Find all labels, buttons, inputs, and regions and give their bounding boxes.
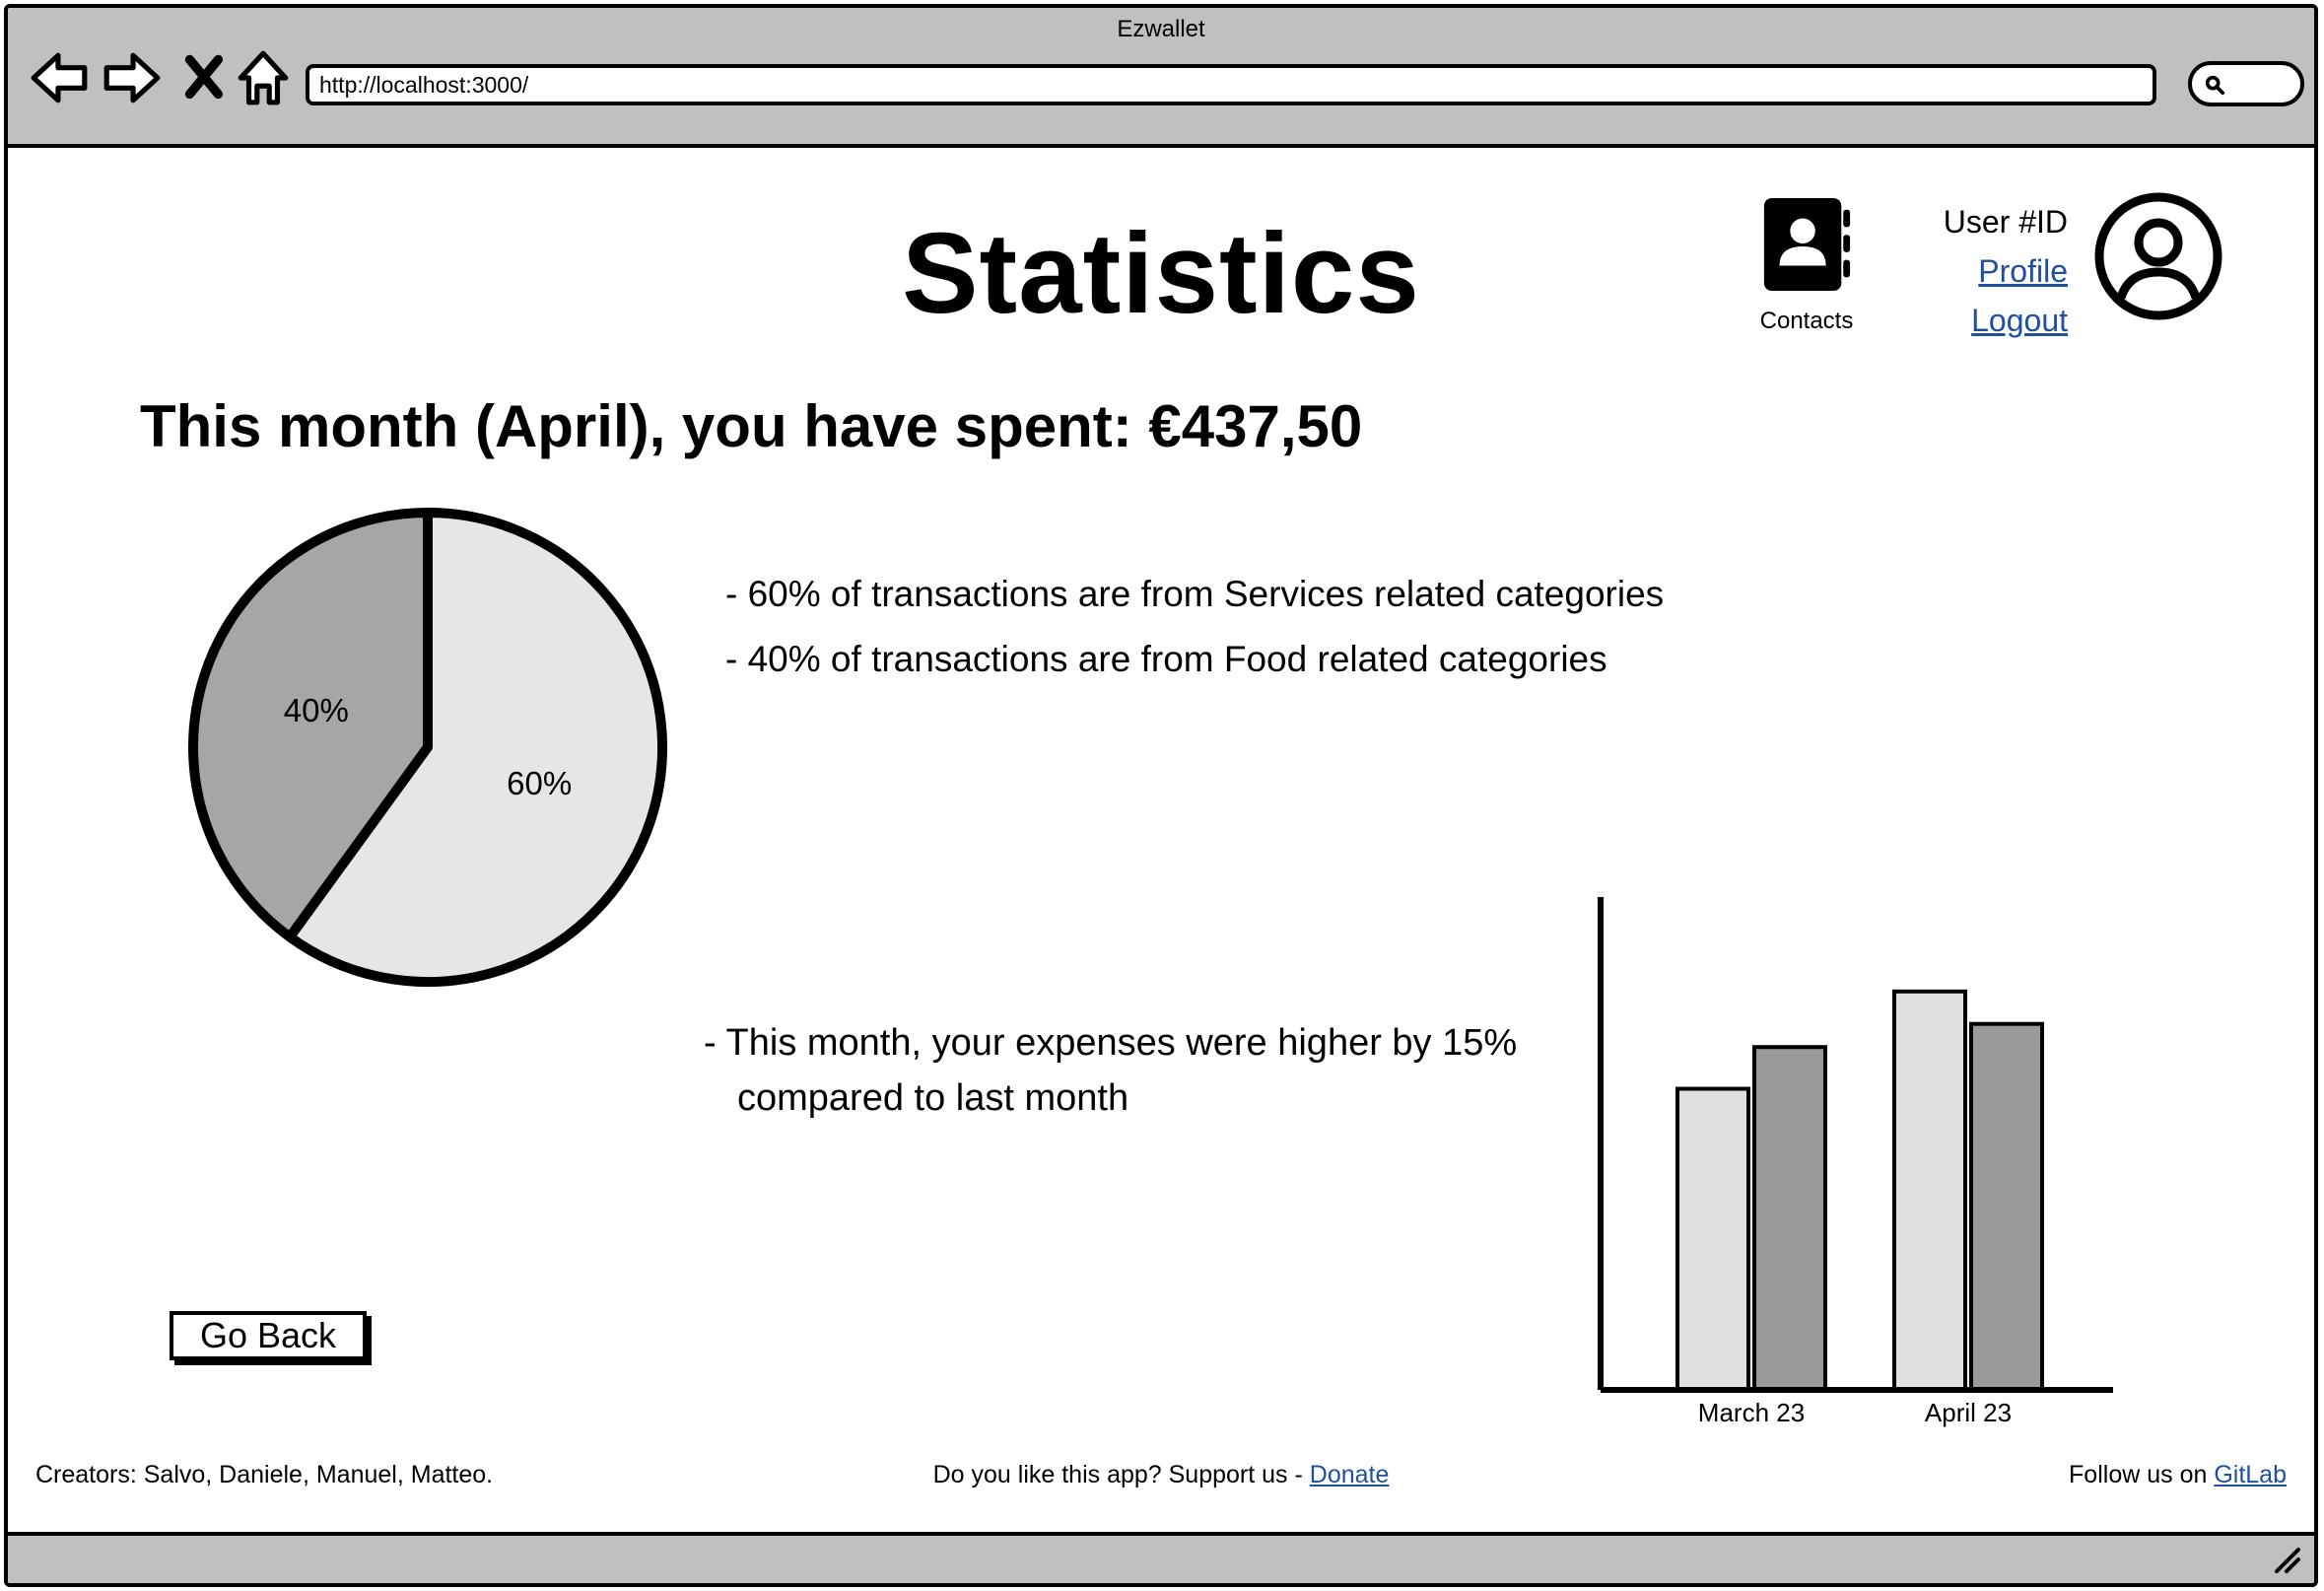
bar [1969,1021,2044,1392]
contacts-book-icon [1763,197,1851,292]
category-insights: - 60% of transactions are from Services … [725,562,1664,692]
user-id-label: User #ID [1943,204,2068,240]
contacts-button[interactable]: Contacts [1743,195,1871,343]
insight-food: - 40% of transactions are from Food rela… [725,639,1607,679]
monthly-comparison: - This month, your expenses were higher … [704,1015,1591,1126]
pie-slice-label: 40% [284,692,349,728]
monthly-spent-summary: This month (April), you have spent: €437… [140,393,1363,459]
pie-slice [188,508,433,942]
follow-text: Follow us on [2069,1461,2215,1488]
category-pie-chart: 40% 60% [188,508,667,987]
logout-link[interactable]: Logout [1971,303,2068,338]
user-circle-icon[interactable] [2093,191,2223,321]
x-tick-label: April 23 [1925,1398,2012,1427]
bar [1752,1045,1827,1392]
insight-services: - 60% of transactions are from Services … [725,574,1665,614]
x-tick-label: March 23 [1698,1398,1805,1427]
user-menu: User #ID Profile Logout [1890,197,2068,345]
address-bar[interactable]: http://localhost:3000/ [306,64,2156,105]
monthly-bar-chart: March 23 April 23 [1598,897,2113,1427]
forward-arrow-icon[interactable] [101,47,162,108]
donate-link[interactable]: Donate [1309,1461,1390,1488]
go-back-button[interactable]: Go Back [170,1311,367,1360]
page-title: Statistics [902,209,1420,337]
close-icon[interactable] [175,47,237,108]
window-title: Ezwallet [1117,16,1205,42]
back-arrow-icon[interactable] [30,47,91,108]
bar [1675,1086,1750,1392]
browser-search-button[interactable] [2188,61,2304,106]
bar [1892,989,1967,1393]
contacts-label: Contacts [1759,308,1854,334]
support-text: Do you like this app? Support us - [932,1461,1310,1488]
page-content: Statistics Contacts User #ID Profile Log… [8,148,2314,1536]
gitlab-link[interactable]: GitLab [2214,1461,2287,1488]
search-icon [2205,75,2225,96]
resize-grip-icon[interactable] [2269,1542,2302,1575]
comparison-line-2: compared to last month [737,1077,1129,1119]
browser-status-bar [8,1532,2314,1583]
footer-follow: Follow us on GitLab [2069,1461,2287,1489]
profile-link[interactable]: Profile [1978,253,2068,289]
pie-slice-label: 60% [507,765,572,801]
footer-support: Do you like this app? Support us - Donat… [8,1461,2314,1489]
comparison-line-1: - This month, your expenses were higher … [704,1022,1518,1064]
browser-window: Ezwallet http://localhost:3000/ Statisti… [4,4,2318,1587]
browser-toolbar: Ezwallet http://localhost:3000/ [8,8,2314,148]
footer-creators: Creators: Salvo, Daniele, Manuel, Matteo… [35,1461,494,1488]
pie-slice [285,508,667,987]
home-icon[interactable] [233,47,294,108]
